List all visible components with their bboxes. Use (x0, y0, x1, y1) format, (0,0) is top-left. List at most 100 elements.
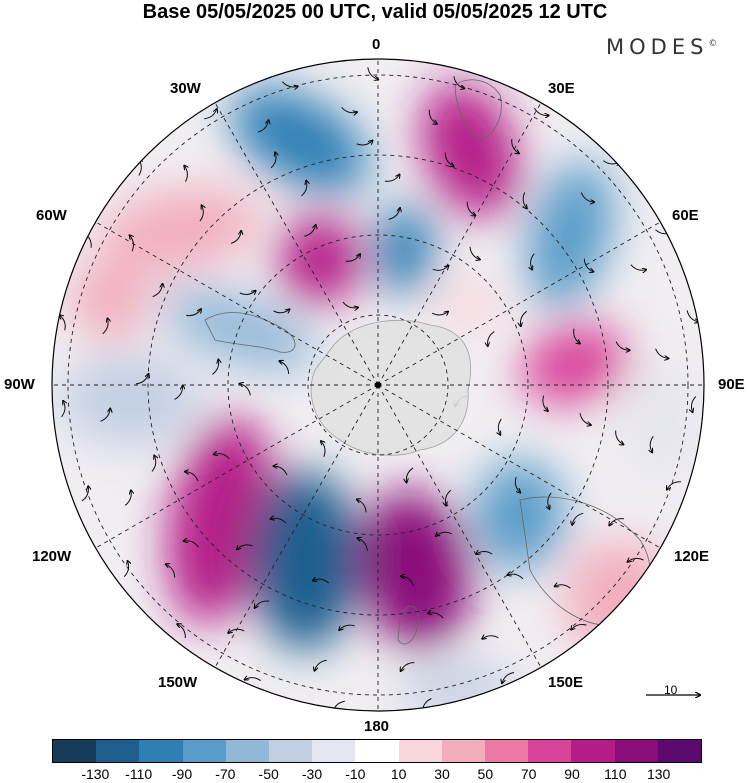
wind-streamline (255, 600, 270, 608)
wind-streamline (466, 201, 475, 216)
colorbar-swatch (53, 740, 97, 762)
brand-logo: MODES© (606, 35, 717, 59)
wind-streamline (228, 629, 245, 633)
anomaly-blob (70, 260, 150, 340)
colorbar-tick-label: 130 (646, 766, 671, 782)
wind-streamline (531, 253, 535, 270)
wind-streamline (572, 512, 584, 525)
wind-streamline (691, 396, 697, 413)
colorbar-swatch (139, 740, 183, 762)
wind-streamline (230, 231, 241, 244)
lon-label-120e: 120E (674, 548, 710, 565)
wind-streamline (185, 472, 199, 482)
wind-streamline (571, 623, 587, 629)
wind-streamline (342, 301, 358, 308)
latitude-circle (307, 314, 449, 456)
wind-streamline (445, 489, 452, 505)
anomaly-blob (250, 470, 360, 650)
wind-streamline (214, 454, 230, 460)
wind-streamline (100, 409, 110, 422)
wind-streamline (135, 374, 149, 385)
wind-streamline (630, 264, 646, 271)
wind-streamline (384, 175, 400, 182)
colorbar-tick-label: -10 (345, 766, 366, 782)
latitude-circle (227, 234, 529, 536)
wind-streamline (609, 518, 624, 526)
wind-streamline (580, 192, 594, 203)
wind-streamline (502, 672, 515, 684)
anomaly-blob (100, 188, 260, 272)
wind-streamline (245, 678, 261, 682)
anomaly-blob (565, 540, 675, 660)
wind-streamline (583, 258, 593, 272)
meridian-line (377, 384, 665, 551)
wind-streamline (431, 312, 448, 315)
lon-label-90e: 90E (718, 376, 745, 393)
anomaly-blob (400, 665, 520, 711)
wind-streamline (81, 486, 89, 502)
latitude-circle (67, 74, 689, 696)
wind-streamline (358, 538, 368, 551)
wind-streamline (428, 613, 444, 619)
colorbar-tick-label: -30 (301, 766, 323, 782)
wind-streamline (61, 401, 65, 418)
wind-streamline (388, 208, 400, 220)
wind-streamline (555, 585, 571, 589)
colorbar-swatch (225, 740, 270, 762)
wind-streamline (401, 662, 415, 672)
wind-streamline (523, 192, 527, 209)
wind-streamline (199, 205, 203, 222)
lon-label-30w: 30W (170, 80, 201, 97)
wind-streamline (432, 266, 449, 271)
vector-reference-label: 10 (664, 683, 678, 697)
wind-streamline (321, 441, 326, 457)
wind-streamline (667, 481, 681, 490)
africa-tip (454, 79, 502, 141)
wind-streamline (428, 109, 437, 124)
wind-streamline (279, 361, 290, 375)
wind-streamline (476, 552, 493, 555)
wind-streamline (282, 81, 297, 87)
wind-streamline (237, 544, 253, 549)
colorbar-tick-label: 90 (564, 766, 580, 782)
meridian-line (91, 384, 379, 551)
wind-streamline (174, 386, 183, 400)
wind-streamline (240, 384, 251, 396)
wind-streamline (166, 564, 176, 578)
anomaly-blob (359, 490, 471, 650)
wind-streamline (533, 107, 548, 115)
colorbar-tick-label: 10 (390, 766, 407, 782)
anomaly-blob (278, 215, 362, 305)
wind-streamline (124, 490, 131, 506)
meridian-line (377, 219, 665, 386)
colorbar-swatch (657, 740, 702, 762)
wind-streamline (274, 466, 288, 476)
wind-streamline (257, 120, 269, 133)
lon-label-150w: 150W (158, 674, 198, 691)
wind-streamline (444, 152, 453, 167)
lon-label-30e: 30E (548, 80, 575, 97)
colorbar-tick-label: 50 (477, 766, 494, 782)
meridian-line (212, 98, 379, 386)
wind-streamline (304, 225, 315, 237)
wind-streamline (184, 166, 187, 182)
colorbar-tick-label: 70 (520, 766, 537, 782)
vector-reference-arrow (646, 680, 706, 700)
wind-streamline (60, 315, 66, 331)
anomaly-blob (231, 87, 369, 193)
wind-streamline (511, 139, 519, 153)
colorbar-swatch (528, 740, 572, 762)
wind-streamline (498, 418, 502, 435)
colorbar-tick-label: 30 (434, 766, 450, 782)
meridian-line (212, 384, 379, 672)
wind-streamline (271, 518, 287, 524)
colorbar-tick-label: -70 (215, 766, 236, 782)
wind-streamline (315, 659, 327, 670)
wind-streamline (542, 395, 548, 411)
anomaly-blob (60, 355, 200, 445)
wind-streamline (482, 636, 499, 639)
anomaly-blob (440, 280, 500, 330)
brand-name: MODES (606, 35, 709, 59)
anomaly-blob (375, 205, 435, 295)
